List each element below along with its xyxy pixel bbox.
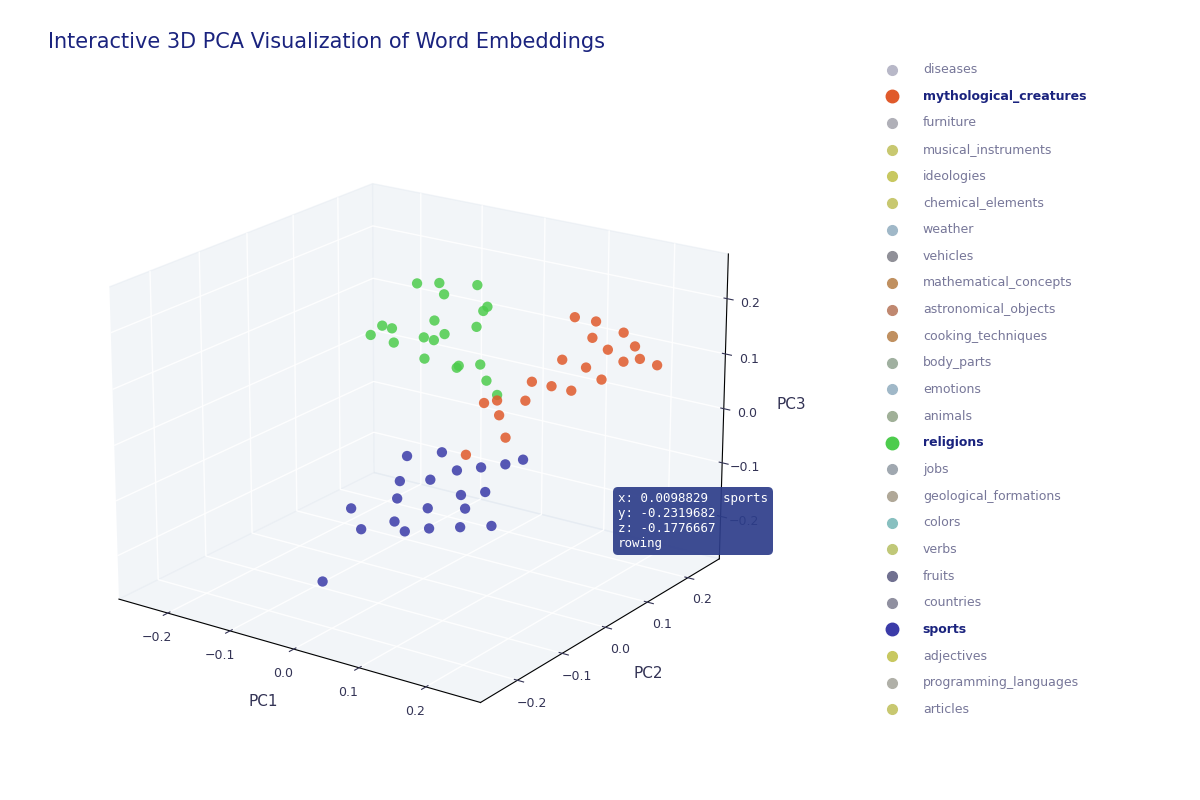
Text: jobs: jobs: [923, 463, 948, 476]
Text: mythological_creatures: mythological_creatures: [923, 90, 1086, 102]
Text: x: 0.0098829  sports
y: -0.2319682
z: -0.1776667
rowing: x: 0.0098829 sports y: -0.2319682 z: -0.…: [618, 492, 768, 550]
Text: body_parts: body_parts: [923, 356, 992, 370]
Text: articles: articles: [923, 703, 968, 716]
Text: verbs: verbs: [923, 543, 958, 556]
Text: colors: colors: [923, 516, 960, 530]
Text: Interactive 3D PCA Visualization of Word Embeddings: Interactive 3D PCA Visualization of Word…: [48, 32, 605, 52]
Text: chemical_elements: chemical_elements: [923, 196, 1044, 210]
X-axis label: PC1: PC1: [248, 694, 278, 709]
Text: diseases: diseases: [923, 63, 977, 76]
Text: vehicles: vehicles: [923, 250, 974, 262]
Text: fruits: fruits: [923, 570, 955, 582]
Text: cooking_techniques: cooking_techniques: [923, 330, 1046, 342]
Text: sports: sports: [923, 623, 967, 636]
Text: religions: religions: [923, 436, 984, 450]
Text: furniture: furniture: [923, 117, 977, 130]
Text: mathematical_concepts: mathematical_concepts: [923, 276, 1073, 290]
Text: programming_languages: programming_languages: [923, 676, 1079, 689]
Text: musical_instruments: musical_instruments: [923, 143, 1052, 156]
Text: countries: countries: [923, 596, 980, 610]
Text: weather: weather: [923, 223, 974, 236]
Text: adjectives: adjectives: [923, 650, 986, 662]
Text: emotions: emotions: [923, 383, 980, 396]
Y-axis label: PC2: PC2: [634, 666, 662, 682]
Text: geological_formations: geological_formations: [923, 490, 1061, 502]
Text: astronomical_objects: astronomical_objects: [923, 303, 1055, 316]
Text: ideologies: ideologies: [923, 170, 986, 182]
Text: animals: animals: [923, 410, 972, 422]
